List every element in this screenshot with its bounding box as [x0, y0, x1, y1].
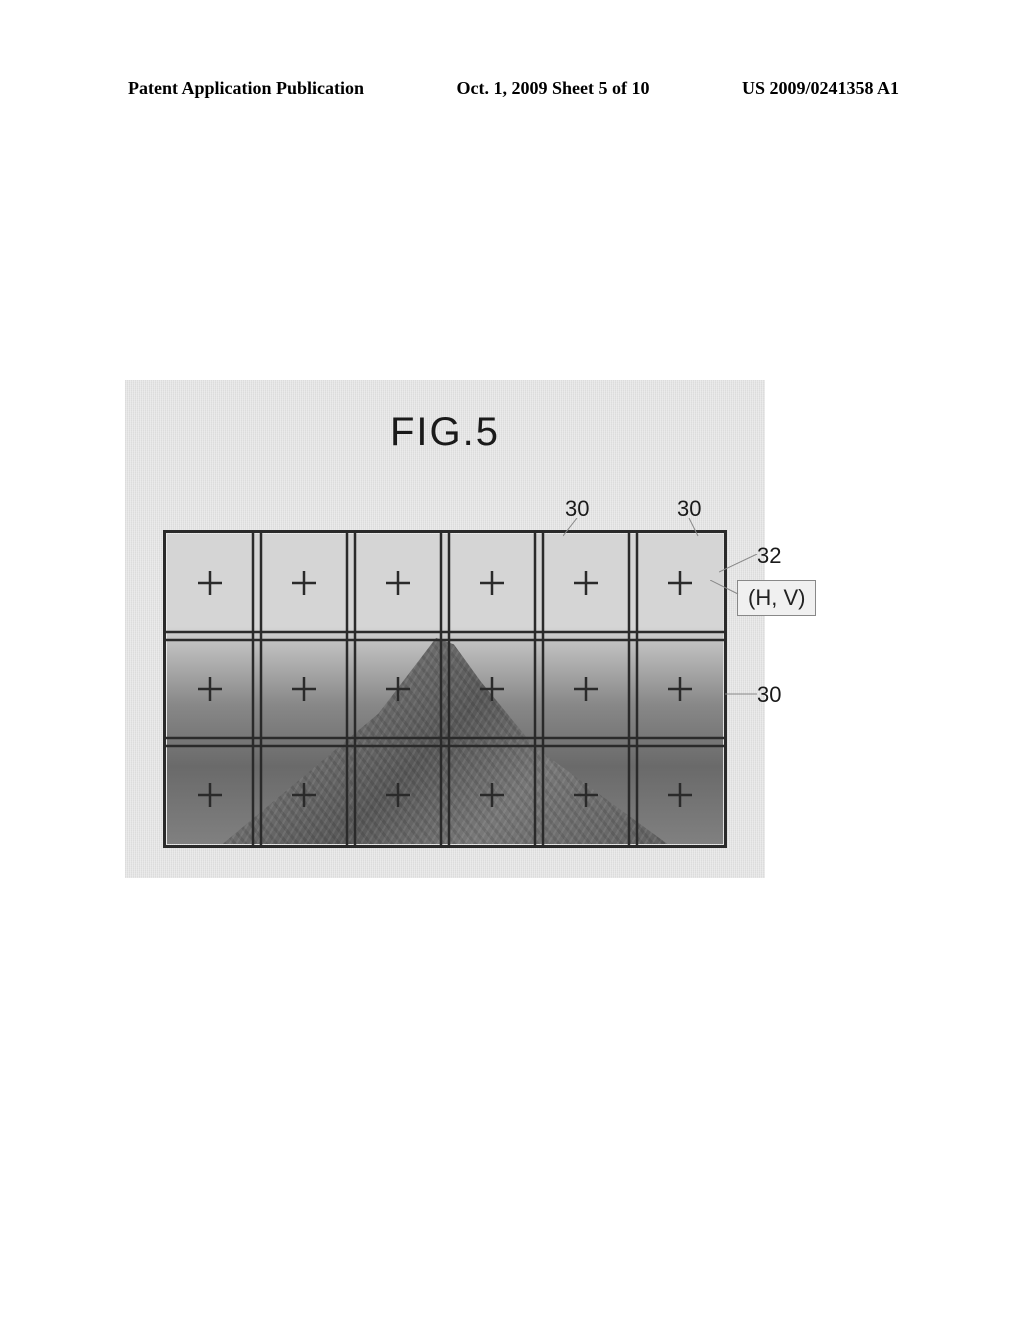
ref-numeral-32: 32: [757, 543, 781, 569]
coordinate-label-box: (H, V): [737, 580, 816, 616]
ref-text: 32: [757, 543, 781, 568]
ref-text: 30: [757, 682, 781, 707]
diagram-area: [163, 530, 727, 848]
figure-container: FIG.5 30 30 32 30 (H, V): [125, 380, 765, 878]
leader-line-30-c: [725, 690, 759, 698]
figure-title: FIG.5: [390, 410, 500, 455]
ref-numeral-30-c: 30: [757, 682, 781, 708]
header-patent-number: US 2009/0241358 A1: [742, 78, 899, 99]
coord-text: (H, V): [748, 585, 805, 610]
leader-line-hv: [710, 580, 740, 598]
leader-line-30-a: [563, 518, 603, 538]
patent-header: Patent Application Publication Oct. 1, 2…: [0, 78, 1024, 99]
photo-background: [167, 534, 723, 844]
mountain-texture: [223, 627, 668, 844]
leader-line-30-b: [683, 518, 723, 538]
header-date-sheet: Oct. 1, 2009 Sheet 5 of 10: [457, 78, 650, 99]
header-publication: Patent Application Publication: [128, 78, 364, 99]
mountain-shape: [223, 627, 668, 844]
leader-line-32: [719, 554, 759, 574]
